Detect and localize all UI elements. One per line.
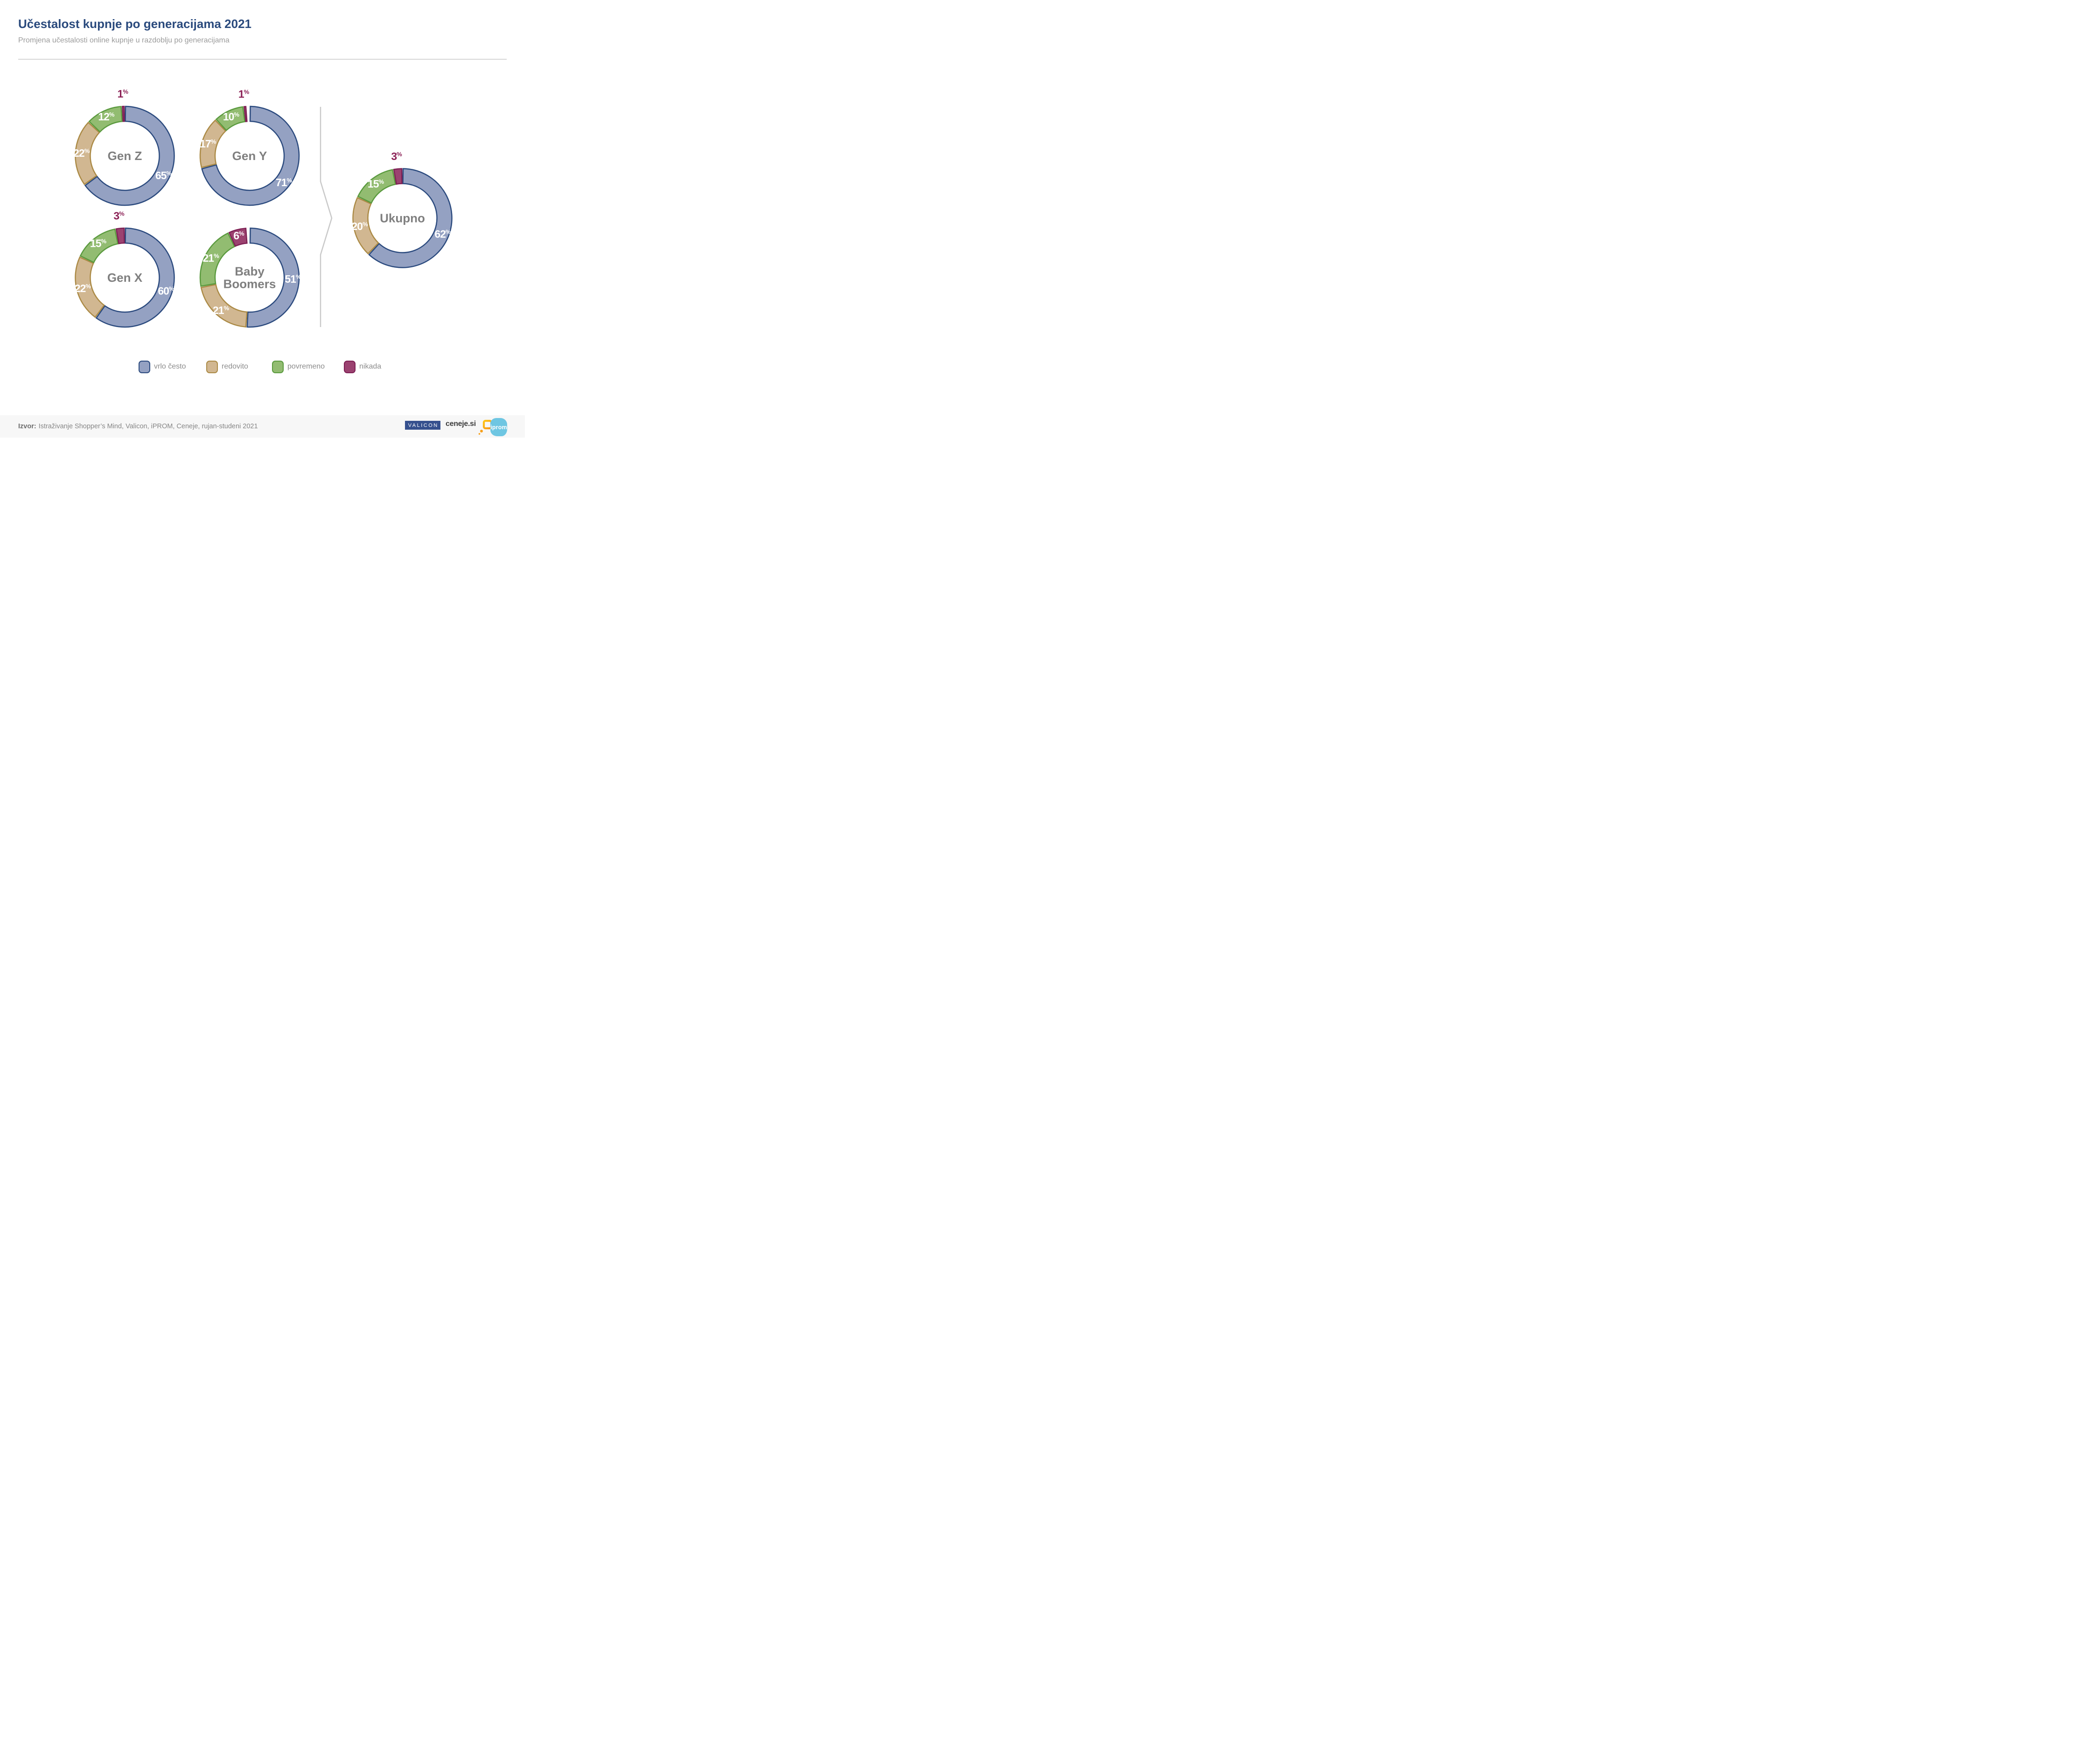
page-title: Učestalost kupnje po generacijama 2021: [18, 17, 251, 31]
donut-segment-gen-z-nikada: [122, 105, 125, 122]
segment-value-label-gen-x-vrlo-cesto: 60%: [158, 285, 174, 297]
segment-value-label-gen-y-redovito: 17%: [200, 138, 216, 150]
donut-chart-baby-boomers: 51% 21% 21% 6% Baby Boomers: [199, 227, 301, 328]
segment-value-label-gen-z-povremeno: 12%: [98, 111, 115, 123]
donut-segment-gen-x-povremeno: [79, 228, 119, 264]
merge-chevron: [320, 107, 333, 327]
segment-value-label-baby-boomers-vrlo-cesto: 51%: [285, 273, 301, 285]
segment-value-label-gen-x-povremeno: 15%: [90, 237, 107, 250]
donut-segment-gen-y-nikada: [243, 105, 248, 122]
segment-value-label-ukupno-vrlo-cesto: 62%: [434, 228, 451, 240]
ceneje-logo-text: ceneje.si: [446, 420, 476, 428]
donut-segment-gen-z-vrlo-cesto: [84, 105, 175, 206]
segment-value-label-gen-y-vrlo-cesto: 71%: [276, 176, 293, 188]
valicon-logo: VALICON: [405, 421, 440, 430]
segment-value-label-baby-boomers-redovito: 21%: [213, 304, 230, 316]
donut-segment-ukupno-vrlo-cesto: [368, 168, 453, 268]
legend-swatch-vrlo-cesto: [139, 360, 150, 373]
donut-center-label-gen-x: Gen X: [107, 271, 143, 285]
segment-value-label-gen-z-redovito: 22%: [73, 147, 90, 159]
legend-item-nikada: nikada: [344, 360, 381, 373]
segment-value-label-baby-boomers-povremeno: 21%: [203, 252, 220, 264]
source-label: Izvor:: [18, 423, 36, 430]
donut-segment-gen-z-povremeno: [88, 105, 123, 133]
donut-center-label-gen-y: Gen Y: [232, 149, 267, 163]
segment-value-label-ukupno-nikada: 3%: [391, 150, 402, 162]
source-note: Izvor: Istraživanje Shopper’s Mind, Vali…: [18, 415, 258, 438]
donut-center-label-ukupno: Ukupno: [380, 211, 425, 225]
segment-value-label-gen-z-nikada: 1%: [118, 88, 129, 100]
legend-item-povremeno: povremeno: [272, 360, 325, 373]
footer: Izvor: Istraživanje Shopper’s Mind, Vali…: [0, 415, 525, 438]
infographic-page: Učestalost kupnje po generacijama 2021 P…: [0, 0, 525, 438]
donut-segment-ukupno-redovito: [352, 197, 379, 255]
donut-segment-ukupno-povremeno: [357, 169, 397, 204]
segment-value-label-gen-x-redovito: 22%: [75, 282, 91, 294]
legend-label: redovito: [222, 363, 248, 370]
donut-segment-gen-x-redovito: [75, 256, 105, 318]
donut-segment-gen-z-redovito: [75, 121, 100, 185]
iprom-logo: iprom: [490, 418, 507, 436]
donut-segment-baby-boomers-nikada: [228, 227, 248, 247]
donut-chart-gen-x: 60% 22% 15% 3% Gen X: [75, 210, 175, 328]
donut-chart-gen-z: 65% 22% 12%1% Gen Z: [73, 88, 175, 206]
segment-value-label-gen-y-povremeno: 10%: [223, 111, 240, 123]
legend-swatch-povremeno: [272, 360, 284, 373]
legend-swatch-nikada: [344, 360, 356, 373]
donut-segment-gen-x-vrlo-cesto: [95, 227, 175, 328]
donut-segment-gen-y-vrlo-cesto: [201, 105, 300, 206]
legend-swatch-redovito: [206, 360, 218, 373]
segment-value-label-baby-boomers-nikada: 6%: [233, 230, 244, 242]
donut-segment-gen-y-povremeno: [215, 106, 246, 132]
legend: vrlo često redovito povremeno nikada: [0, 360, 525, 373]
donut-segment-baby-boomers-povremeno: [199, 232, 236, 287]
legend-label: nikada: [359, 363, 382, 370]
donut-segment-ukupno-nikada: [393, 168, 403, 185]
segment-value-label-ukupno-povremeno: 15%: [368, 178, 384, 190]
legend-label: vrlo često: [154, 363, 186, 370]
legend-item-redovito: redovito: [206, 360, 248, 373]
ceneje-logo: ceneje.si: [446, 419, 493, 435]
donut-segment-gen-x-nikada: [115, 227, 125, 244]
source-text: Istraživanje Shopper’s Mind, Valicon, iP…: [38, 423, 258, 430]
donut-segment-baby-boomers-vrlo-cesto: [246, 227, 300, 328]
donut-segment-gen-y-redovito: [199, 119, 227, 168]
donut-chart-gen-y: 71% 17% 10% 1% Gen Y: [199, 88, 300, 206]
legend-label: povremeno: [287, 363, 325, 370]
header-divider: [18, 59, 507, 60]
page-subtitle: Promjena učestalosti online kupnje u raz…: [18, 36, 230, 44]
legend-item-vrlo-cesto: vrlo često: [139, 360, 186, 373]
segment-value-label-ukupno-redovito: 20%: [352, 220, 369, 232]
donut-chart-ukupno: 62% 20% 15% 3% Ukupno: [352, 150, 453, 268]
segment-value-label-gen-x-nikada: 3%: [113, 210, 125, 222]
segment-value-label-gen-y-nikada: 1%: [238, 88, 250, 100]
donut-center-label-baby-boomers: Baby Boomers: [223, 265, 276, 291]
donut-segment-baby-boomers-redovito: [200, 284, 248, 328]
donut-charts-canvas: 65%22%12%1%Gen Z71%17%10%1%Gen Y60%22%15…: [73, 88, 453, 328]
donut-center-label-gen-z: Gen Z: [108, 149, 142, 163]
segment-value-label-gen-z-vrlo-cesto: 65%: [155, 169, 172, 181]
